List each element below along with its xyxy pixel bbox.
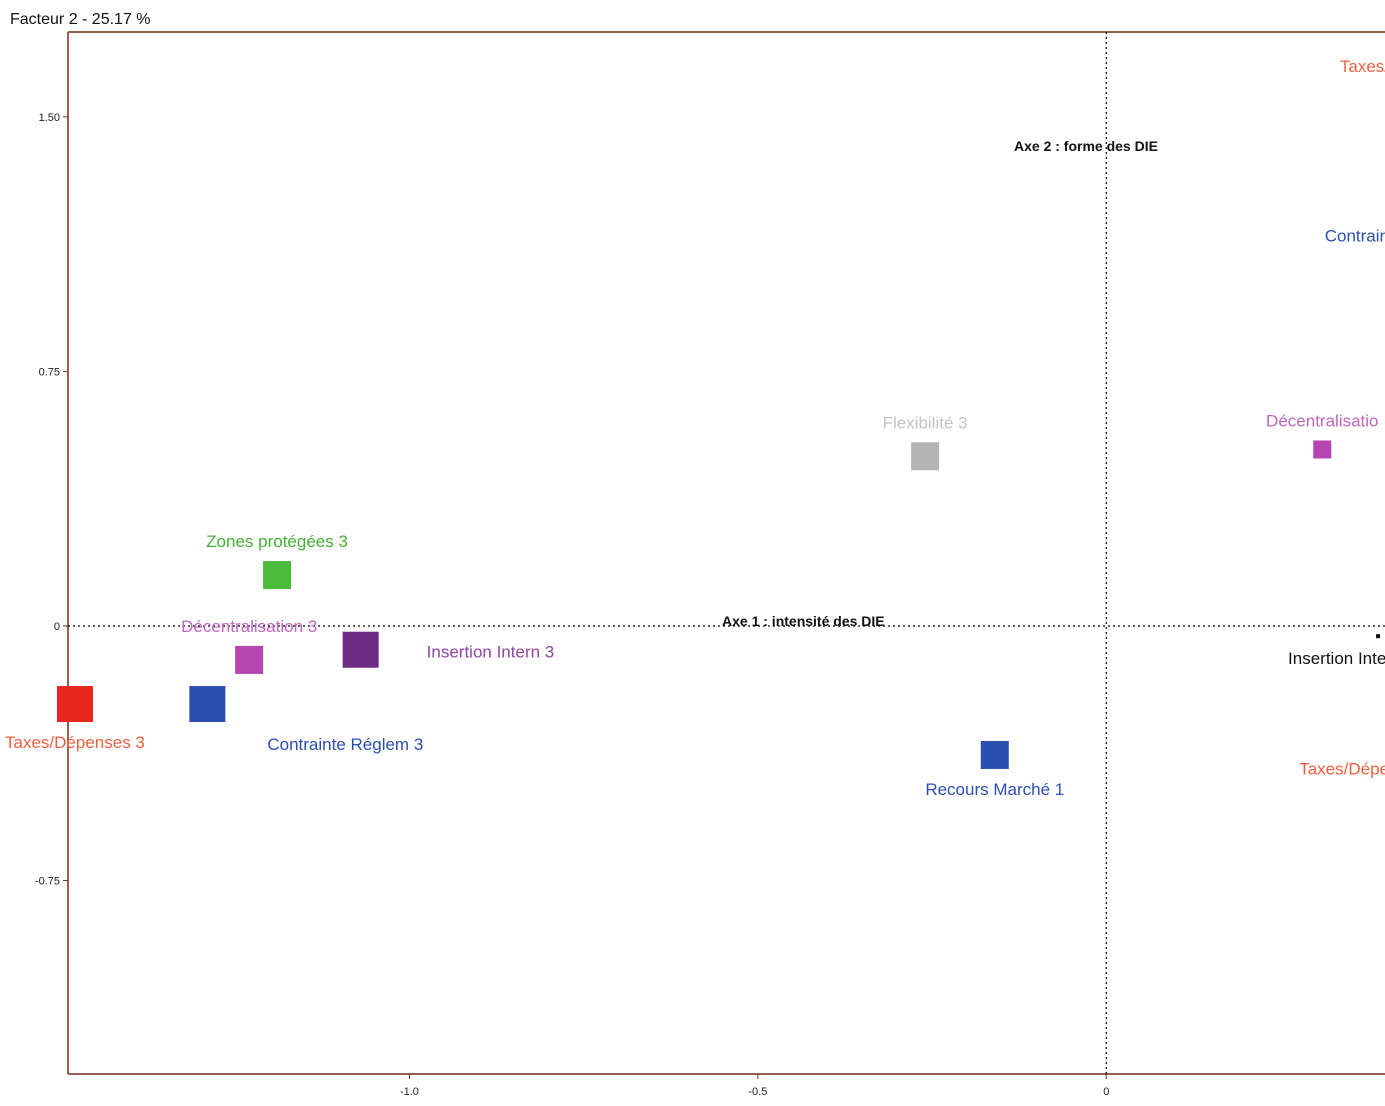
data-point-label: Insertion Inter	[1288, 649, 1385, 668]
data-point-label: Zones protégées 3	[206, 532, 348, 551]
x-tick-label: 0	[1103, 1086, 1109, 1098]
data-points: Taxes/Dépenses 3 Contrainte Réglem 3 Décen…	[5, 57, 1385, 799]
data-point-label: Décentralisatio	[1266, 411, 1378, 430]
y-axis-name-label: Axe 2 : forme des DIE	[1014, 138, 1158, 154]
data-point-marker	[263, 561, 292, 590]
x-tick-label: -1.0	[400, 1086, 419, 1098]
plot-frame	[67, 31, 1385, 1075]
y-tick-label: -0.75	[35, 876, 60, 888]
data-point-marker	[980, 740, 1009, 769]
y-tick-label: 1.50	[39, 112, 60, 124]
data-point-marker	[911, 442, 940, 471]
data-point-label: Recours Marché 1	[925, 780, 1064, 799]
data-point-label: Taxes/Dépenses 3	[5, 733, 145, 752]
data-point-label: Flexibilité 3	[883, 413, 968, 432]
data-point-label: Taxes/Dépe	[1299, 760, 1385, 779]
x-tick-label: -0.5	[748, 1086, 767, 1098]
x-axis-name-label: Axe 1 : intensité des DIE	[722, 613, 885, 629]
reference-lines	[68, 32, 1385, 1074]
data-point-marker	[1376, 634, 1381, 639]
data-point-marker	[1313, 440, 1332, 459]
data-point-label: Contrainte Réglem 3	[267, 735, 423, 754]
data-point-marker	[56, 686, 93, 723]
y-tick-label: 0.75	[39, 366, 60, 378]
axis-ticks: 1.50 0.75 0 -0.75 -1.0 -0.5 0	[35, 112, 1109, 1098]
data-point-label: Taxes/	[1340, 57, 1385, 76]
y-tick-label: 0	[54, 621, 60, 633]
data-point-marker	[235, 645, 264, 674]
data-point-label: Contrain	[1325, 227, 1385, 246]
data-point-label: Insertion Intern 3	[427, 643, 555, 662]
data-point-label: Décentralisation 3	[181, 617, 317, 636]
data-point-marker	[342, 631, 379, 668]
chart-title: Facteur 2 - 25.17 %	[10, 11, 151, 28]
data-point-marker	[189, 686, 226, 723]
